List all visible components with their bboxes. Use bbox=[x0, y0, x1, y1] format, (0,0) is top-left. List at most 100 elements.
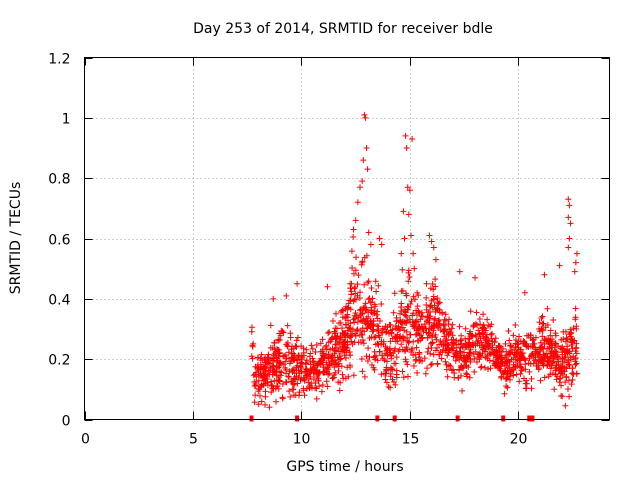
data-point bbox=[405, 304, 412, 311]
data-point bbox=[517, 355, 524, 362]
data-point bbox=[301, 377, 308, 384]
data-point bbox=[481, 343, 488, 350]
data-point bbox=[353, 254, 360, 261]
data-point bbox=[438, 355, 445, 362]
data-point bbox=[538, 314, 545, 321]
data-point bbox=[363, 307, 370, 314]
data-point bbox=[495, 342, 502, 349]
data-point bbox=[410, 293, 417, 300]
data-point bbox=[382, 376, 389, 383]
data-point bbox=[355, 339, 362, 346]
data-point bbox=[373, 311, 380, 318]
data-point bbox=[374, 357, 381, 364]
data-point bbox=[406, 273, 413, 280]
data-point bbox=[348, 288, 355, 295]
data-point bbox=[500, 345, 507, 352]
data-point bbox=[413, 356, 420, 363]
data-point bbox=[479, 344, 486, 351]
data-point bbox=[562, 328, 569, 335]
data-point bbox=[376, 348, 383, 355]
data-point bbox=[498, 356, 505, 363]
data-point bbox=[361, 111, 368, 118]
data-point bbox=[484, 316, 491, 323]
data-point bbox=[551, 351, 558, 358]
data-point bbox=[444, 352, 451, 359]
data-point bbox=[573, 370, 580, 377]
data-point bbox=[257, 355, 264, 362]
data-point bbox=[538, 344, 545, 351]
data-point bbox=[303, 357, 310, 364]
data-point bbox=[415, 308, 422, 315]
data-point bbox=[262, 380, 269, 387]
data-point bbox=[540, 320, 547, 327]
data-point bbox=[298, 359, 305, 366]
data-point bbox=[486, 357, 493, 364]
data-point bbox=[517, 361, 524, 368]
data-point bbox=[570, 353, 577, 360]
data-point bbox=[549, 344, 556, 351]
data-point bbox=[346, 362, 353, 369]
data-point bbox=[337, 379, 344, 386]
data-point bbox=[303, 372, 310, 379]
data-point bbox=[549, 370, 556, 377]
data-point bbox=[309, 355, 316, 362]
data-point bbox=[368, 334, 375, 341]
data-point bbox=[539, 313, 546, 320]
data-point bbox=[354, 199, 361, 206]
data-point bbox=[352, 330, 359, 337]
data-point bbox=[434, 305, 441, 312]
data-point bbox=[325, 330, 332, 337]
data-point bbox=[270, 363, 277, 370]
data-point bbox=[459, 387, 466, 394]
data-point bbox=[542, 324, 549, 331]
data-point bbox=[467, 356, 474, 363]
data-point bbox=[325, 366, 332, 373]
data-point bbox=[334, 344, 341, 351]
data-point bbox=[383, 379, 390, 386]
data-point bbox=[324, 383, 331, 390]
data-point bbox=[406, 187, 413, 194]
data-point bbox=[323, 359, 330, 366]
data-point bbox=[513, 371, 520, 378]
data-point bbox=[359, 325, 366, 332]
data-point bbox=[432, 283, 439, 290]
data-point bbox=[473, 309, 480, 316]
data-point bbox=[478, 363, 485, 370]
data-point bbox=[386, 330, 393, 337]
data-point bbox=[470, 342, 477, 349]
x-tick-label: 20 bbox=[510, 432, 528, 448]
data-point bbox=[405, 211, 412, 218]
data-point bbox=[558, 369, 565, 376]
data-point bbox=[363, 353, 370, 360]
data-point bbox=[412, 357, 419, 364]
data-point bbox=[391, 334, 398, 341]
data-point bbox=[462, 325, 469, 332]
data-point bbox=[252, 392, 259, 399]
data-point bbox=[475, 337, 482, 344]
data-point bbox=[275, 337, 282, 344]
data-point bbox=[343, 313, 350, 320]
data-point bbox=[291, 381, 298, 388]
data-point bbox=[492, 362, 499, 369]
data-point bbox=[505, 364, 512, 371]
data-point bbox=[450, 336, 457, 343]
data-point bbox=[331, 328, 338, 335]
data-point bbox=[480, 311, 487, 318]
y-tick-labels: 0 0.2 0.4 0.6 0.8 1 1.2 bbox=[48, 52, 70, 430]
data-point bbox=[559, 363, 566, 370]
data-point bbox=[440, 327, 447, 334]
data-point bbox=[307, 367, 314, 374]
data-point bbox=[458, 332, 465, 339]
data-point bbox=[552, 341, 559, 348]
data-point bbox=[537, 357, 544, 364]
data-point bbox=[529, 343, 536, 350]
data-point bbox=[436, 309, 443, 316]
axis-ticks bbox=[84, 57, 610, 421]
data-point bbox=[369, 310, 376, 317]
data-point bbox=[489, 330, 496, 337]
data-point bbox=[566, 235, 573, 242]
data-point bbox=[476, 331, 483, 338]
data-point bbox=[268, 389, 275, 396]
data-point bbox=[487, 331, 494, 338]
data-point bbox=[378, 371, 385, 378]
